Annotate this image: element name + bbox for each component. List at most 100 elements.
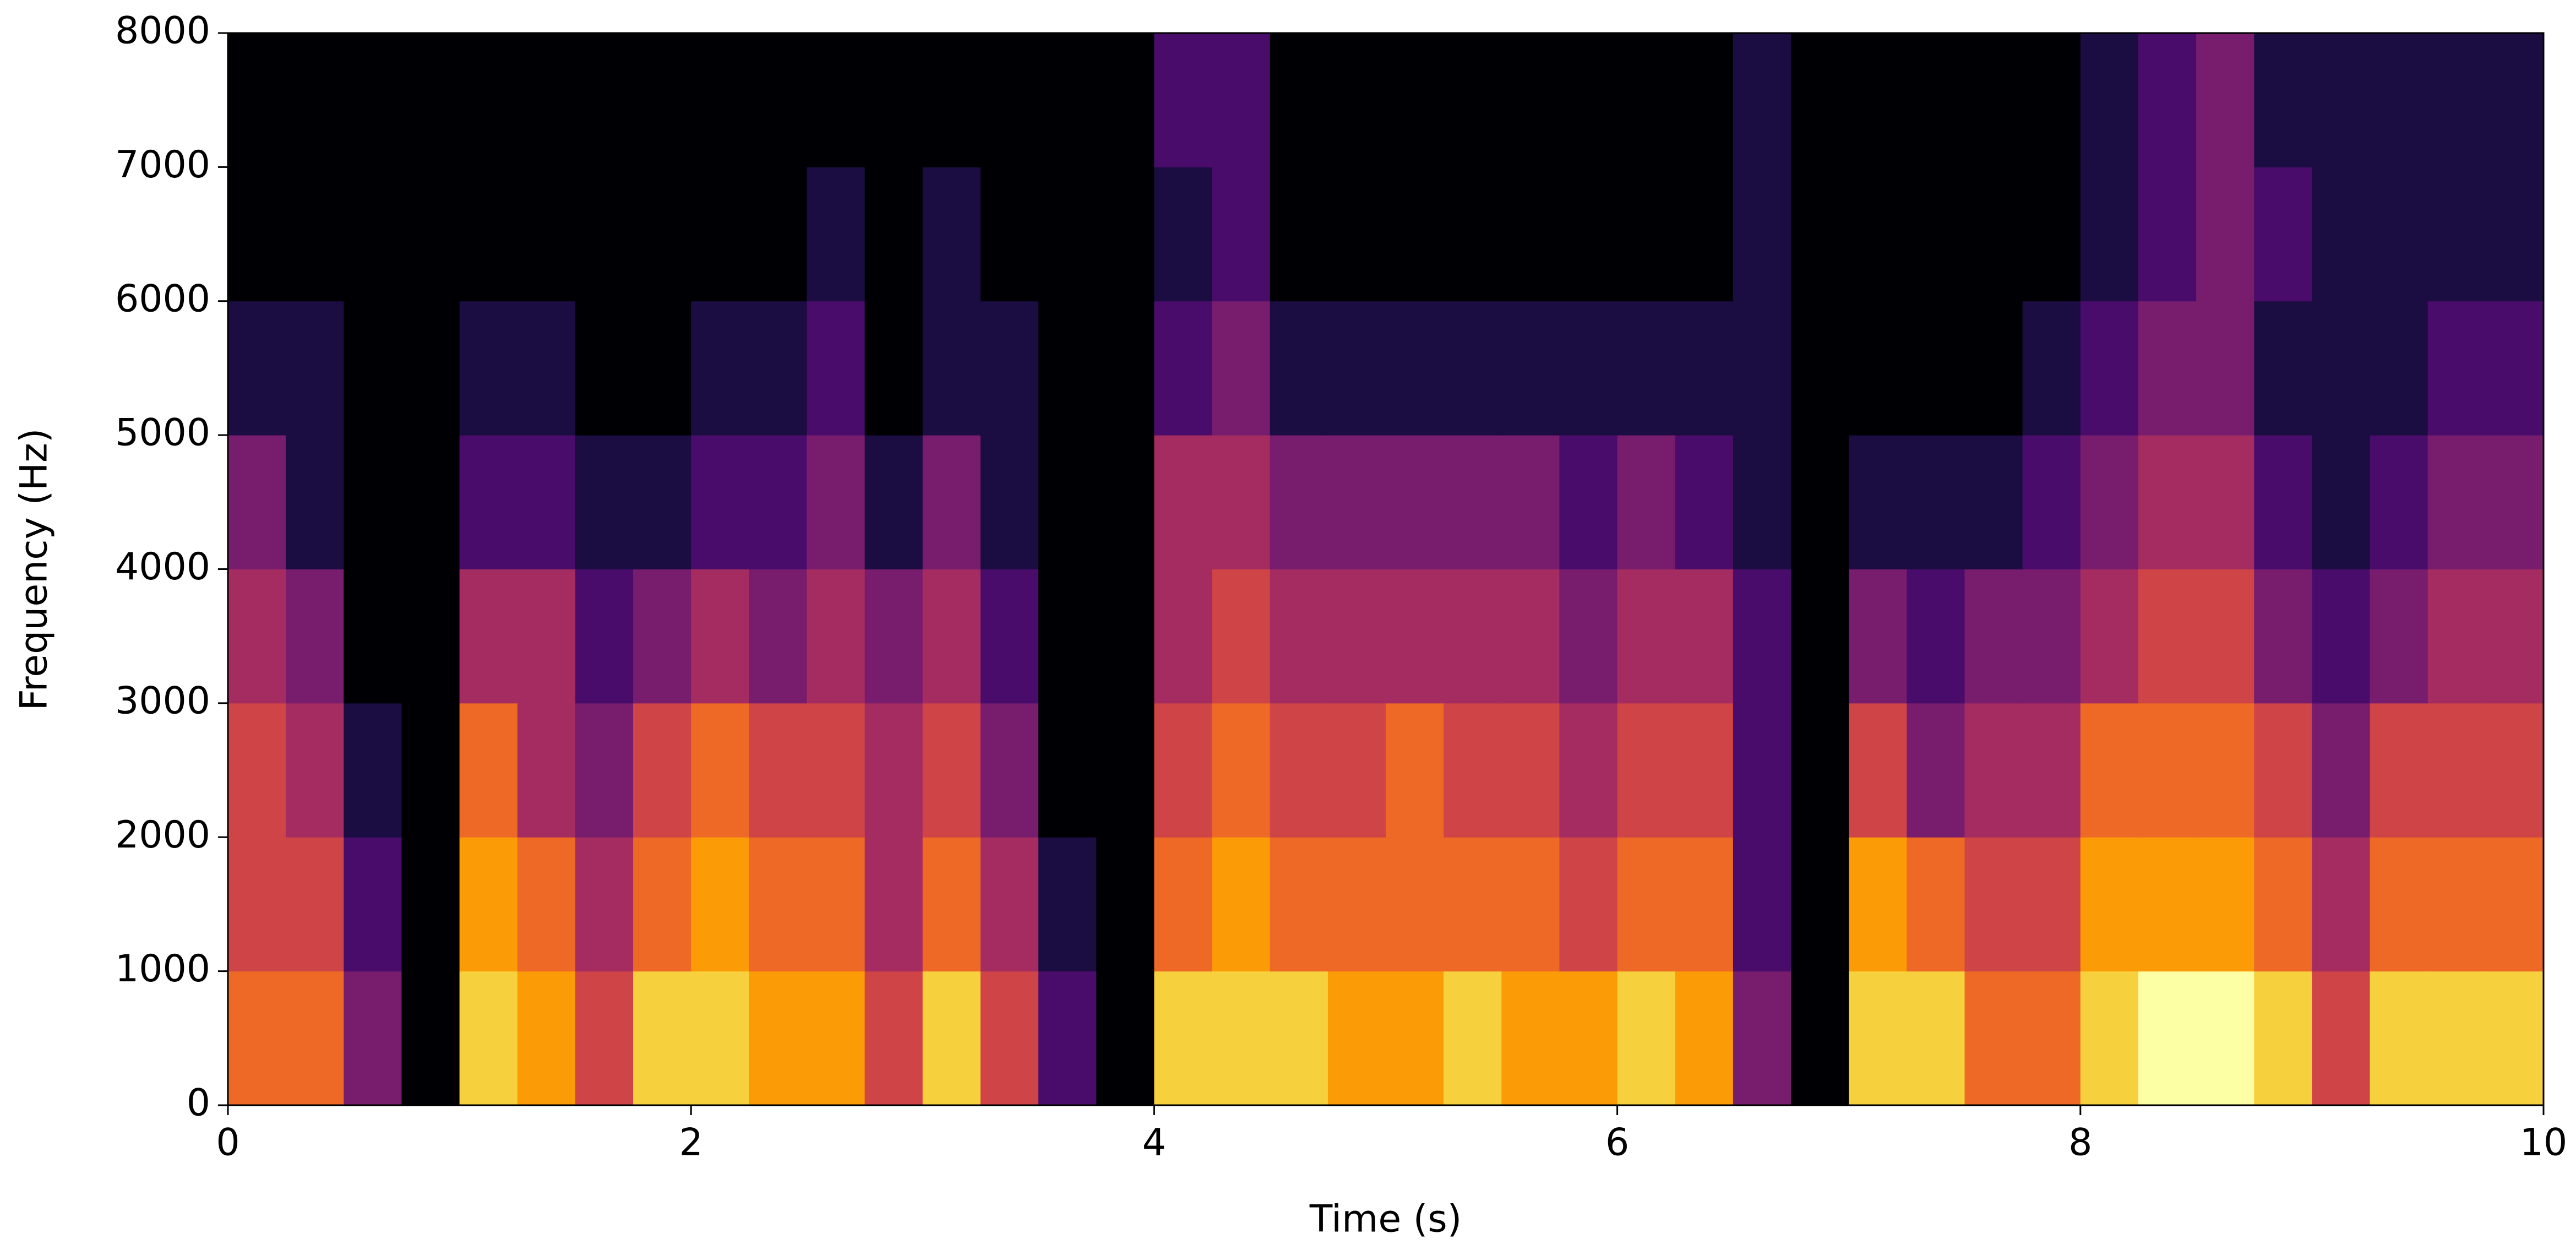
y-tick-label: 8000 [115, 9, 210, 53]
heatmap-cell [459, 33, 518, 167]
heatmap-cell [922, 301, 981, 436]
heatmap-cell [1501, 703, 1560, 838]
heatmap-cell [1038, 971, 1097, 1106]
heatmap-cell [1849, 569, 1907, 704]
heatmap-cell [1849, 301, 1907, 436]
heatmap-cell [2312, 971, 2371, 1106]
heatmap-cell [1212, 301, 1271, 436]
heatmap-cell [2370, 301, 2428, 436]
heatmap-cell [2196, 33, 2254, 167]
heatmap-cell [401, 301, 460, 436]
heatmap-cell [864, 703, 923, 838]
heatmap-cell [1907, 971, 1965, 1106]
heatmap-cell [459, 435, 518, 569]
heatmap-cell [1733, 33, 1791, 167]
heatmap-cell [980, 837, 1039, 972]
heatmap-cell [1907, 569, 1965, 704]
heatmap-cell [2196, 837, 2254, 972]
heatmap-cell [2485, 33, 2544, 167]
heatmap-cell [1038, 569, 1097, 704]
heatmap-cell [749, 837, 807, 972]
heatmap-cell [1327, 435, 1386, 569]
heatmap-cell [1675, 167, 1734, 302]
heatmap-cell [1617, 33, 1676, 167]
heatmap-cell [1907, 33, 1965, 167]
heatmap-cell [807, 167, 865, 302]
heatmap-cell [401, 703, 460, 838]
heatmap-cell [1154, 569, 1213, 704]
heatmap-cell [749, 301, 807, 436]
heatmap-cell [807, 435, 865, 569]
heatmap-cell [1617, 837, 1676, 972]
y-tick-label: 0 [187, 1082, 210, 1125]
heatmap-cell [1444, 33, 1502, 167]
heatmap-cell [1096, 971, 1154, 1106]
heatmap-cell [1791, 703, 1849, 838]
heatmap-cell [1559, 301, 1618, 436]
heatmap-cell [1270, 301, 1328, 436]
heatmap-cell [1733, 301, 1791, 436]
heatmap [228, 33, 2544, 1106]
heatmap-cell [2080, 435, 2139, 569]
heatmap-cell [401, 33, 460, 167]
heatmap-cell [864, 33, 923, 167]
heatmap-cell [517, 971, 576, 1106]
heatmap-cell [1849, 971, 1907, 1106]
heatmap-cell [2022, 435, 2081, 569]
heatmap-cell [401, 837, 460, 972]
heatmap-cell [517, 167, 576, 302]
heatmap-cell [2254, 33, 2312, 167]
heatmap-cell [517, 435, 576, 569]
heatmap-cell [1212, 167, 1271, 302]
heatmap-cell [1154, 435, 1213, 569]
heatmap-cell [1212, 837, 1271, 972]
heatmap-cell [1327, 33, 1386, 167]
heatmap-cell [2312, 301, 2371, 436]
heatmap-cell [633, 167, 691, 302]
heatmap-cell [1733, 435, 1791, 569]
heatmap-cell [1733, 167, 1791, 302]
heatmap-cell [1386, 33, 1444, 167]
heatmap-cell [459, 703, 518, 838]
heatmap-cell [2427, 837, 2486, 972]
heatmap-cell [1270, 167, 1328, 302]
heatmap-cell [1675, 435, 1734, 569]
heatmap-cell [922, 33, 981, 167]
heatmap-cell [691, 837, 749, 972]
heatmap-cell [2485, 435, 2544, 569]
heatmap-cell [1964, 167, 2023, 302]
heatmap-cell [286, 703, 344, 838]
heatmap-cell [749, 33, 807, 167]
heatmap-cell [1096, 837, 1154, 972]
heatmap-cell [2138, 971, 2197, 1106]
heatmap-cell [1038, 33, 1097, 167]
heatmap-cell [1327, 569, 1386, 704]
x-tick-label: 6 [1605, 1121, 1629, 1165]
y-axis-label: Frequency (Hz) [13, 428, 56, 711]
heatmap-cell [1386, 837, 1444, 972]
heatmap-cell [2080, 703, 2139, 838]
heatmap-cell [1212, 569, 1271, 704]
heatmap-cell [2080, 569, 2139, 704]
heatmap-cell [2485, 703, 2544, 838]
heatmap-cell [980, 301, 1039, 436]
heatmap-cell [2022, 167, 2081, 302]
y-tick-label: 5000 [115, 411, 210, 455]
heatmap-cell [980, 703, 1039, 838]
heatmap-cell [1964, 703, 2023, 838]
heatmap-cell [286, 33, 344, 167]
heatmap-cell [1501, 33, 1560, 167]
heatmap-cell [1038, 301, 1097, 436]
heatmap-cell [2427, 569, 2486, 704]
heatmap-cell [344, 301, 402, 436]
heatmap-cell [2312, 837, 2371, 972]
heatmap-cell [2254, 435, 2312, 569]
heatmap-cell [1327, 167, 1386, 302]
heatmap-cell [807, 837, 865, 972]
heatmap-cell [344, 435, 402, 569]
heatmap-cell [2196, 435, 2254, 569]
heatmap-cell [1444, 301, 1502, 436]
x-tick-label: 10 [2520, 1121, 2568, 1165]
heatmap-cell [691, 703, 749, 838]
heatmap-cell [1559, 167, 1618, 302]
